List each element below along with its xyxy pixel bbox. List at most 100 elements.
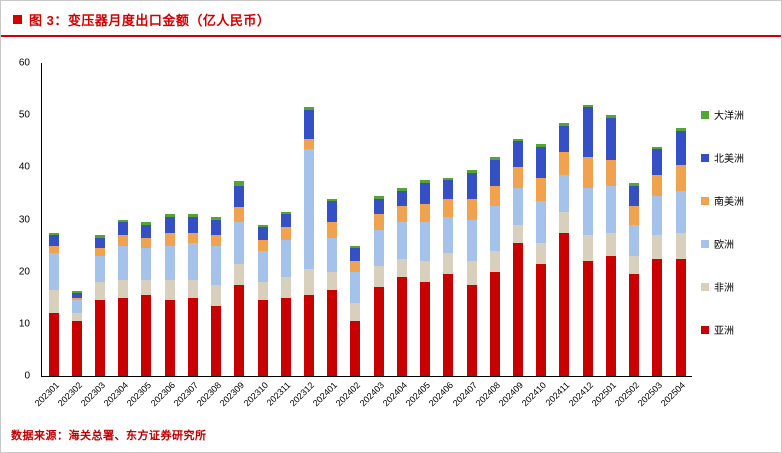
segment-北美洲 [605, 117, 616, 160]
bar-202309: 202309 [218, 63, 251, 408]
legend: 大洋洲 北美洲 南美洲 欧洲 非洲 亚洲 [701, 107, 744, 337]
bar-202308: 202308 [195, 63, 228, 408]
segment-南美洲 [675, 164, 686, 191]
legend-label: 南美洲 [714, 197, 744, 208]
segment-非洲 [118, 279, 129, 298]
segment-欧洲 [187, 242, 198, 280]
segment-欧洲 [257, 250, 268, 283]
legend-item-亚洲: 亚洲 [701, 322, 744, 337]
segment-北美洲 [257, 227, 268, 241]
segment-非洲 [234, 263, 245, 285]
segment-非洲 [280, 276, 291, 298]
segment-南美洲 [559, 151, 570, 176]
segment-欧洲 [164, 245, 175, 280]
segment-欧洲 [652, 196, 663, 236]
segment-大洋洲 [327, 198, 338, 202]
segment-非洲 [164, 279, 175, 301]
x-tick-label: 202306 [148, 380, 177, 409]
segment-大洋洲 [234, 181, 245, 186]
segment-大洋洲 [257, 224, 268, 228]
bar-202310: 202310 [241, 63, 274, 408]
segment-非洲 [420, 261, 431, 283]
x-tick-label: 202406 [427, 380, 456, 409]
segment-亚洲 [605, 256, 616, 376]
bar-202407: 202407 [450, 63, 483, 408]
segment-大洋洲 [350, 245, 361, 249]
x-tick-label: 202411 [543, 380, 572, 408]
segment-欧洲 [629, 224, 640, 257]
segment-大洋洲 [512, 138, 523, 142]
x-tick-label: 202312 [287, 380, 317, 409]
stacked-bar [536, 143, 547, 376]
bar-202306: 202306 [148, 63, 181, 408]
bar-202312: 202312 [288, 63, 320, 408]
segment-非洲 [675, 232, 686, 259]
x-tick-label: 202504 [659, 380, 688, 409]
segment-亚洲 [141, 295, 152, 376]
segment-非洲 [605, 232, 616, 257]
bar-202409: 202409 [497, 63, 529, 408]
stacked-bar [211, 216, 222, 376]
x-tick-label: 202501 [589, 380, 618, 409]
stacked-bar [118, 219, 129, 376]
x-tick-label: 202410 [519, 380, 549, 409]
segment-大洋洲 [141, 222, 152, 225]
segment-南美洲 [164, 232, 175, 246]
stacked-bar [164, 214, 175, 376]
segment-欧洲 [605, 185, 616, 233]
segment-欧洲 [280, 240, 291, 277]
bar-202401: 202401 [311, 63, 344, 408]
x-tick-label: 202402 [334, 380, 363, 409]
bar-202402: 202402 [334, 63, 367, 408]
segment-非洲 [141, 279, 152, 296]
segment-南美洲 [48, 245, 59, 254]
segment-非洲 [95, 282, 106, 301]
legend-item-南美洲: 南美洲 [701, 193, 744, 208]
segment-北美洲 [141, 224, 152, 238]
x-tick-label: 202302 [55, 380, 84, 409]
x-tick-label: 202301 [32, 380, 61, 409]
segment-欧洲 [536, 201, 547, 243]
bar-202302: 202302 [56, 63, 88, 408]
segment-北美洲 [234, 185, 245, 207]
bar-202404: 202404 [381, 63, 413, 408]
segment-北美洲 [48, 235, 59, 246]
segment-亚洲 [489, 271, 500, 376]
segment-北美洲 [187, 216, 198, 233]
segment-南美洲 [187, 232, 198, 243]
segment-南美洲 [605, 159, 616, 186]
stacked-bar [71, 291, 82, 376]
x-tick-label: 202408 [473, 380, 502, 409]
segment-北美洲 [443, 180, 454, 199]
stacked-bar [350, 245, 361, 376]
stacked-bar [48, 232, 59, 376]
segment-欧洲 [71, 300, 82, 314]
segment-亚洲 [48, 313, 59, 376]
x-tick-label: 202305 [125, 380, 154, 409]
segment-非洲 [629, 256, 640, 275]
segment-欧洲 [466, 219, 477, 262]
plot-area: 202301 202302 202303 202304 202305 202306 2023… [32, 63, 692, 408]
figure-title: 图 3：变压器月度出口金额（亿人民币） [29, 13, 271, 28]
segment-南美洲 [536, 177, 547, 202]
segment-欧洲 [48, 253, 59, 290]
stacked-bar [675, 128, 686, 376]
legend-label: 北美洲 [714, 154, 744, 165]
stacked-bar [582, 104, 593, 376]
segment-北美洲 [652, 149, 663, 176]
segment-亚洲 [280, 297, 291, 376]
segment-亚洲 [443, 274, 454, 376]
segment-南美洲 [257, 240, 268, 251]
segment-大洋洲 [582, 104, 593, 108]
legend-item-大洋洲: 大洋洲 [701, 107, 744, 122]
segment-南美洲 [466, 198, 477, 220]
y-tick-label: 60 [18, 57, 30, 69]
stacked-bar [257, 224, 268, 376]
segment-非洲 [396, 258, 407, 277]
bar-202403: 202403 [357, 63, 390, 408]
segment-北美洲 [164, 216, 175, 233]
segment-大洋洲 [559, 123, 570, 126]
segment-亚洲 [234, 284, 245, 376]
segment-大洋洲 [187, 214, 198, 217]
bar-202503: 202503 [636, 63, 669, 408]
